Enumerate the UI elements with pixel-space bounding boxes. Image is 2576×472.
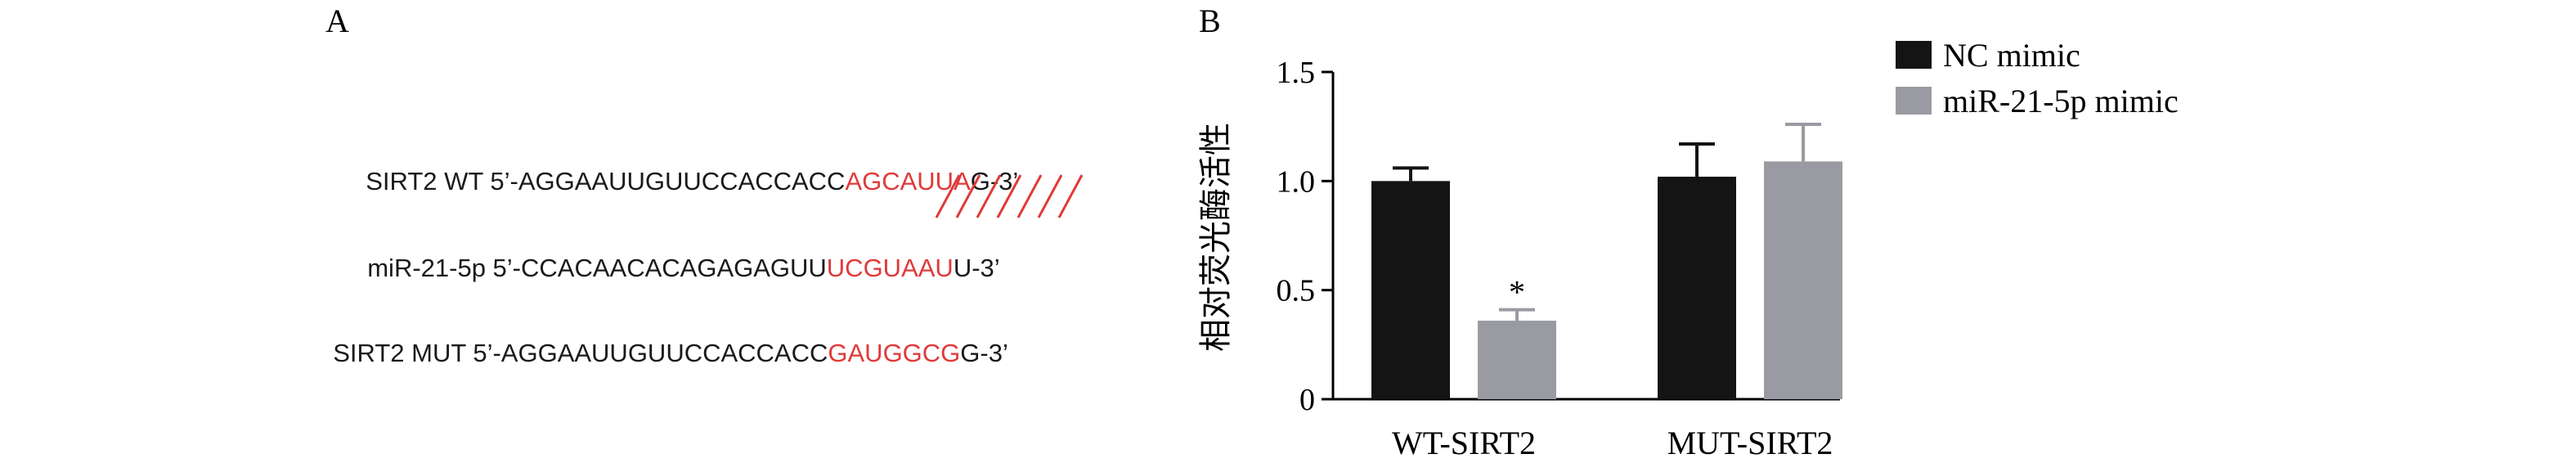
- sirt2-wt-prefix: SIRT2 WT 5’-AGGAAUUGUUCCACCACC: [366, 167, 846, 196]
- bar-0-1: [1478, 321, 1556, 399]
- pairing-line: [1037, 174, 1063, 218]
- y-tick-label: 1.0: [1277, 164, 1316, 199]
- bar-1-0: [1658, 177, 1736, 399]
- x-tick-label: MUT-SIRT2: [1667, 425, 1833, 461]
- legend-swatch-mir-mimic: [1896, 87, 1932, 115]
- y-tick-label: 0.5: [1277, 274, 1316, 308]
- base-pairing-lines: [935, 174, 1084, 218]
- pairing-line: [1057, 174, 1084, 218]
- panel-b-letter: B: [1199, 2, 1221, 39]
- bar-1-1: [1764, 161, 1842, 400]
- pairing-line: [1016, 174, 1043, 218]
- y-tick-label: 0: [1299, 383, 1315, 417]
- x-tick-label: WT-SIRT2: [1392, 425, 1536, 461]
- significance-star: *: [1509, 274, 1525, 311]
- sirt2-mut-prefix: SIRT2 MUT 5’-AGGAAUUGUUCCACCACC: [333, 339, 828, 367]
- mir-21-5p-sequence: miR-21-5p 5’-CCACAACACAGAGAGUUUCGUAAUU-3…: [353, 224, 1000, 283]
- sirt2-mut-sequence: SIRT2 MUT 5’-AGGAAUUGUUCCACCACCGAUGGCGG-…: [319, 309, 1008, 368]
- bar-0-0: [1371, 181, 1450, 400]
- legend-label-mir-mimic: miR-21-5p mimic: [1943, 83, 2179, 119]
- mir-21-5p-suffix: U-3’: [953, 254, 1000, 282]
- mir-21-5p-prefix: miR-21-5p 5’-CCACAACACAGAGAGUU: [367, 254, 827, 282]
- legend-label-nc-mimic: NC mimic: [1943, 37, 2080, 74]
- sirt2-wt-suffix: G-3’: [970, 167, 1019, 196]
- pairing-line: [935, 174, 961, 218]
- pairing-line: [996, 174, 1022, 218]
- chart-bars: [1371, 123, 1842, 400]
- panel-a-letter: A: [325, 2, 349, 39]
- legend-swatch-nc-mimic: [1896, 41, 1932, 69]
- y-tick-label: 1.5: [1277, 56, 1316, 90]
- y-axis-label: 相对荧光酶活性: [1197, 123, 1235, 352]
- mir-21-5p-seed: UCGUAAU: [826, 254, 954, 282]
- sirt2-wt-sequence: SIRT2 WT 5’-AGGAAUUGUUCCACCACCAGCAUUAG-3…: [352, 137, 1018, 196]
- sirt2-mut-site: GAUGGCG: [828, 339, 961, 367]
- chart-labels: 0 0.5 1.0 1.5 相对荧光酶活性 WT-SIRT2 MUT-SIRT2 *: [1197, 56, 1833, 461]
- sirt2-mut-suffix: G-3’: [960, 339, 1008, 367]
- pairing-line: [976, 174, 1002, 218]
- pairing-line: [955, 174, 981, 218]
